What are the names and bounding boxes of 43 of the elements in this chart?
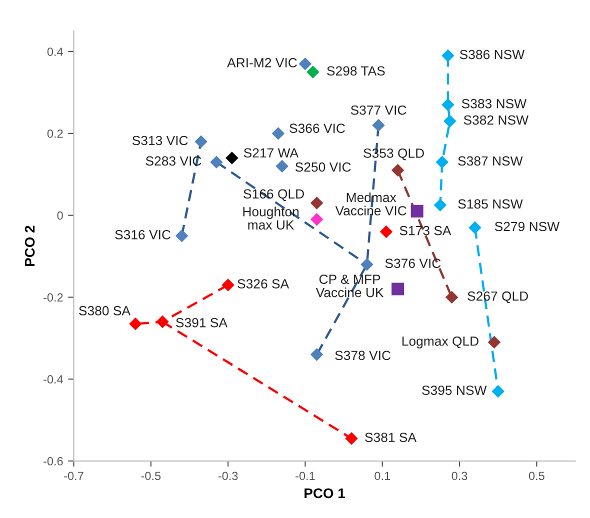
annotation: S217 WA [244,148,299,158]
x-tick-label: 0.1 [374,472,390,480]
annotation: S185 NSW [458,199,523,209]
annotation: S267 QLD [468,291,528,304]
x-tick-label: -0.1 [296,472,315,480]
y-tick-label: 0 [57,211,63,220]
annotation: ARI-M2 VIC [227,58,297,68]
annotation: S313 VIC [132,136,188,146]
annotation: S381 SA [365,432,417,442]
annotation: CP & MFP Vaccine UK [316,274,384,298]
annotation: S298 TAS [327,66,385,76]
annotation: Houghton max UK [243,206,299,230]
annotation: S380 SA [79,306,130,316]
annotation: S279 NSW [494,222,560,232]
annotation: S378 VIC [335,350,391,360]
x-tick-label: -0.5 [141,472,161,480]
x-tick-label: -0.3 [218,472,238,480]
annotation: S395 NSW [422,386,487,395]
annotation: S391 SA [176,318,228,328]
annotation: S383 NSW [462,98,527,108]
x-tick-label: 0.3 [452,472,468,480]
annotation: Logmax QLD [402,336,478,348]
annotation: S382 NSW [464,115,528,125]
annotation: S316 VIC [115,230,170,240]
y-tick-label: -0.4 [44,375,63,384]
annotation: S386 NSW [460,50,525,60]
x-axis-title: PCO 1 [304,488,345,498]
y-tick-label: 0.4 [47,48,63,56]
annotation: S326 SA [238,279,290,288]
annotation: S366 VIC [290,124,345,133]
y-tick-label: -0.2 [44,293,63,302]
annotation: S387 NSW [458,156,523,166]
y-tick-label: -0.6 [44,457,63,466]
x-tick-label: -0.7 [64,472,84,480]
annotation: S353 QLD [364,148,424,160]
annotation: S250 VIC [295,162,351,172]
annotation: S377 VIC [350,105,406,115]
annotation: S173 SA [400,226,452,236]
annotation: Medmax Vaccine VIC [335,192,406,216]
y-tick-label: 0.2 [47,129,63,138]
x-tick-label: 0.5 [528,472,544,480]
annotation: S376 VIC [385,258,441,268]
y-axis-title: PCO 2 [24,226,35,266]
